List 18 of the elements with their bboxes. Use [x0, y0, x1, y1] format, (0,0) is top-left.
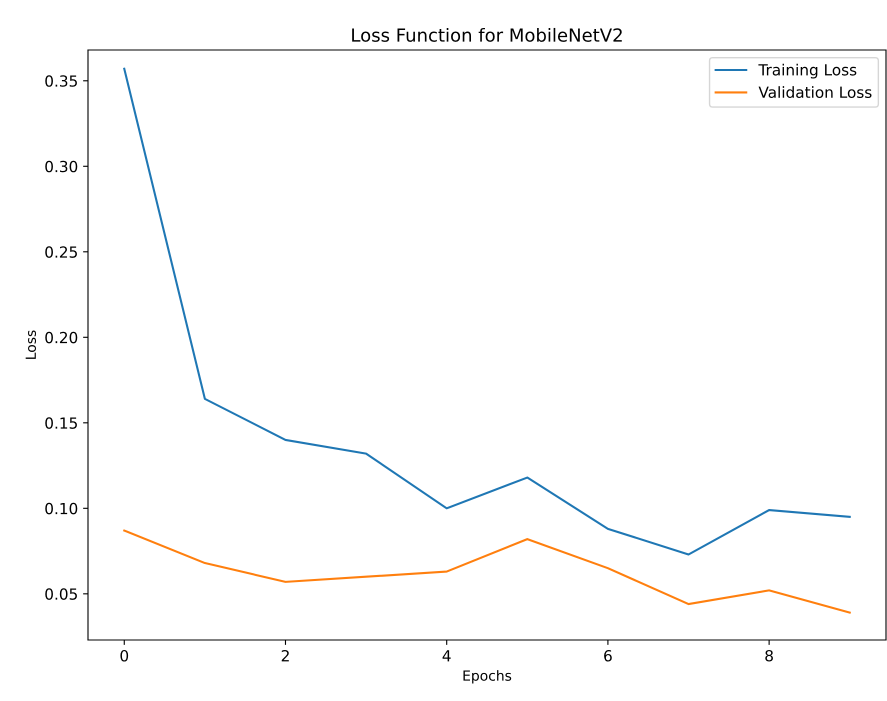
x-tick-label: 6 [604, 650, 612, 662]
y-tick-label: 0.05 [45, 588, 77, 600]
y-tick-label: 0.35 [45, 75, 77, 87]
y-tick-label: 0.15 [45, 417, 77, 429]
x-axis-title: Epochs [463, 670, 512, 684]
y-tick-label: 0.25 [45, 246, 77, 258]
legend-label: Validation Loss [758, 86, 872, 98]
y-tick-label: 0.30 [45, 160, 78, 172]
legend-label: Training Loss [758, 64, 856, 79]
x-tick-label: 8 [765, 650, 773, 662]
y-tick-label: 0.20 [45, 332, 78, 344]
y-axis-title: Loss [26, 330, 36, 359]
x-tick-label: 4 [442, 650, 451, 662]
chart-title: Loss Function for MobileNetV2 [352, 28, 622, 42]
y-tick-label: 0.10 [45, 502, 78, 514]
line-series [123, 530, 851, 614]
x-tick-label: 0 [120, 650, 128, 662]
x-tick-label: 2 [282, 650, 289, 662]
